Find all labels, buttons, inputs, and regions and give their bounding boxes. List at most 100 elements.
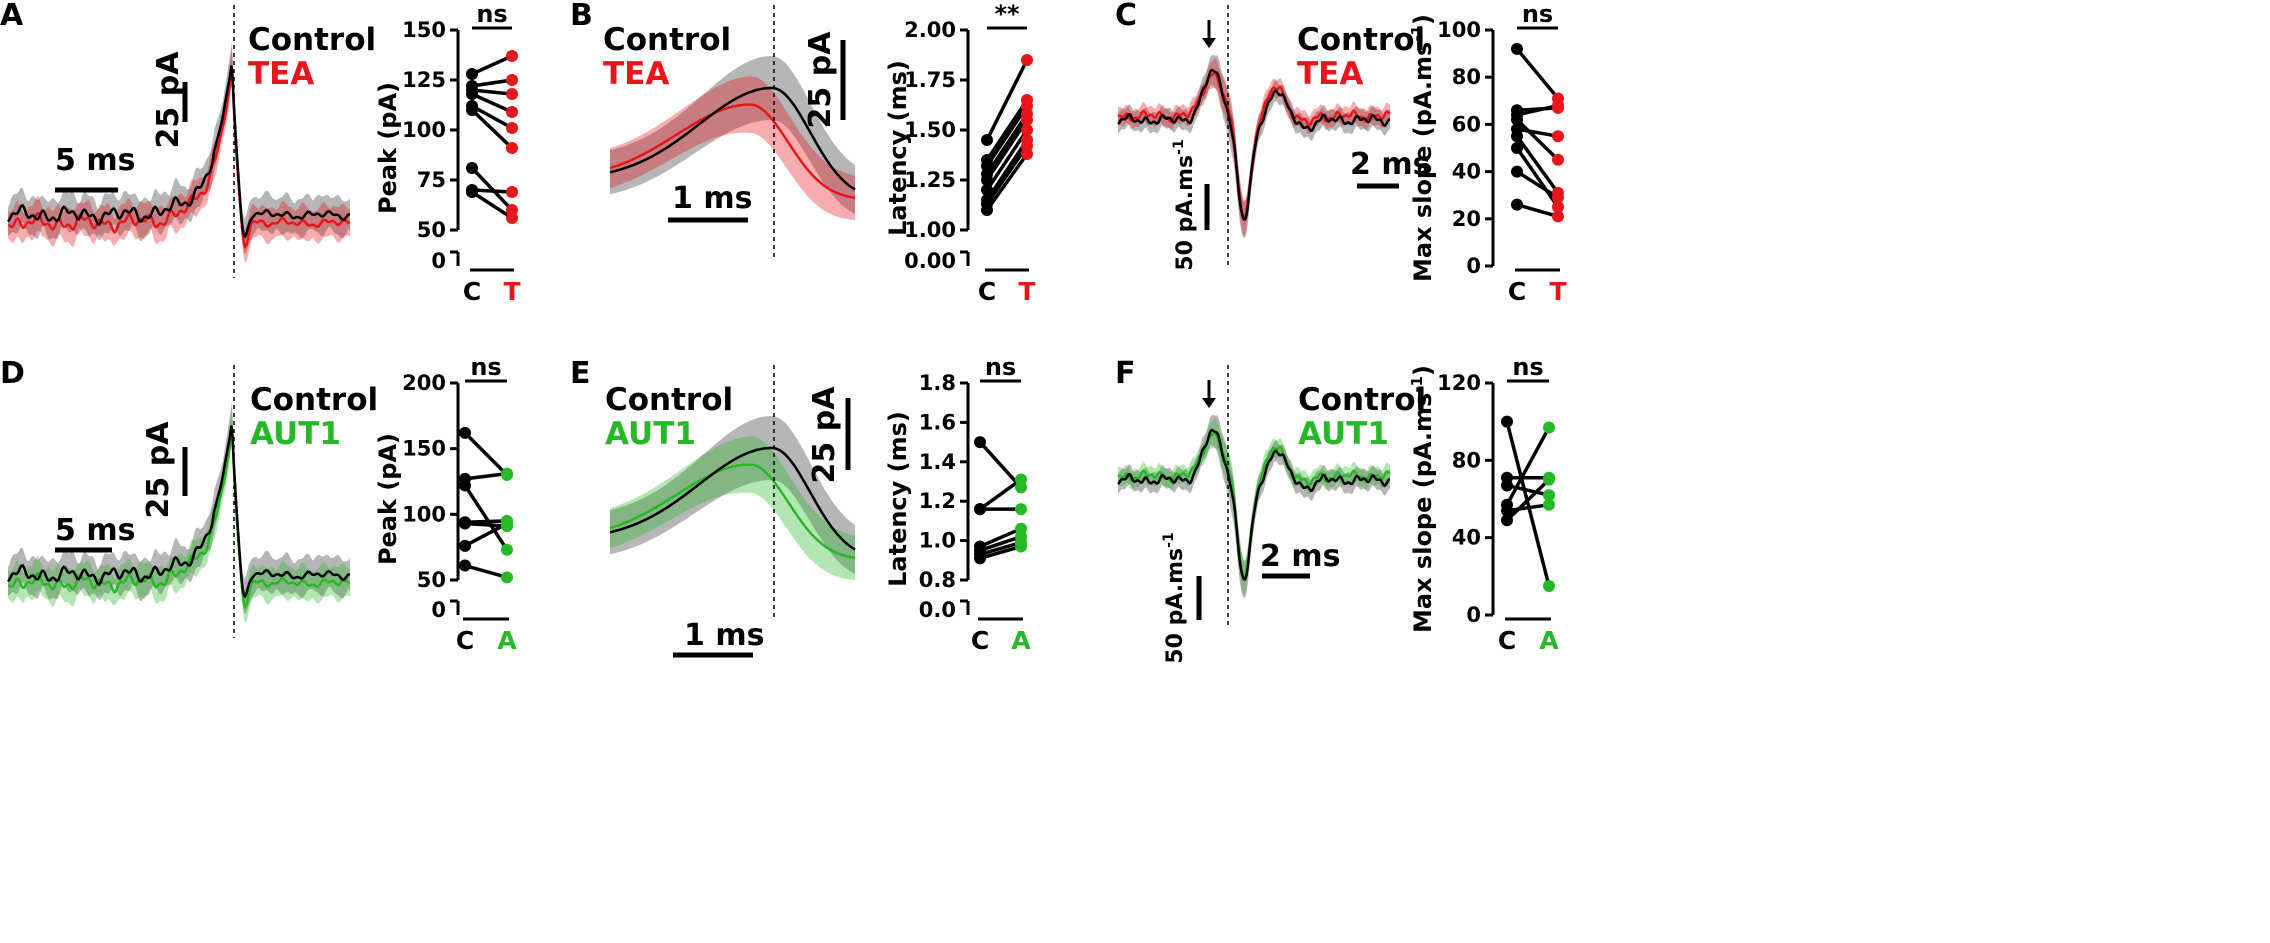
amp-scale-label: 25 pA (807, 386, 842, 484)
legend-control: Control (605, 382, 733, 418)
amp-scale-label: 25 pA (803, 31, 838, 129)
pair-connector-line (985, 99, 1029, 161)
pair-connector-line (470, 166, 514, 212)
y-tick-label: 1.0 (919, 529, 956, 553)
control-data-point (1501, 504, 1513, 517)
drug-data-point (1543, 473, 1555, 486)
y-tick-label: 150 (402, 18, 446, 42)
drug-data-point (506, 106, 518, 118)
pair-connector-line (985, 145, 1029, 205)
drug-sem-band (610, 76, 855, 220)
x-category-label: C (1498, 626, 1516, 655)
y-axis-label: Max slope (pA.ms-1) (1408, 365, 1437, 633)
time-scale-label: 5 ms (55, 143, 135, 178)
legend-drug: TEA (248, 56, 314, 92)
drug-data-point (1552, 99, 1564, 112)
pair-connector-line (1515, 47, 1560, 100)
y-tick-label: 60 (1452, 112, 1481, 136)
y-tick-label: 80 (1452, 448, 1481, 472)
x-category-label: T (1018, 277, 1035, 306)
panel-letter: C (1115, 0, 1137, 33)
control-data-point (1511, 198, 1523, 211)
significance-label: ns (985, 353, 1016, 381)
control-data-point (466, 88, 478, 100)
pair-connector-line (1505, 426, 1551, 506)
control-data-point (1501, 479, 1513, 492)
pair-connector-line (463, 431, 509, 477)
control-mean-trace (1117, 68, 1391, 221)
legend-control: Control (248, 22, 376, 58)
pair-connector-line (1506, 483, 1550, 497)
pair-connector-line (471, 88, 513, 96)
y-tick-label: 100 (402, 502, 446, 526)
control-mean-trace (7, 425, 351, 599)
control-data-point (981, 134, 993, 146)
control-data-point (466, 186, 478, 198)
x-category-label: C (456, 626, 474, 655)
drug-mean-trace (7, 427, 350, 609)
y-tick-label: 100 (1437, 18, 1481, 42)
y-axis-label: Max slope (pA.ms-1) (1408, 14, 1437, 282)
control-data-point (459, 539, 471, 552)
paired-plot-e: 0.8 1.0 1.2 1.4 1.6 1.8 0.0 Latency (ms) C Ans (884, 353, 1031, 655)
control-data-point (1511, 165, 1523, 178)
amp-scale-sup: -1 (1171, 139, 1187, 155)
drug-sem-band (8, 406, 350, 624)
paired-plot-d: 50 100 150 200 0 Peak (pA) C Ans (374, 353, 517, 655)
control-data-point (466, 104, 478, 116)
y-tick-label: 40 (1452, 526, 1481, 550)
drug-data-point (1015, 540, 1027, 553)
x-category-label: T (503, 277, 520, 306)
pair-connector-line (985, 152, 1029, 212)
y-tick-label: 0 (431, 249, 446, 273)
control-mean-trace (609, 86, 856, 191)
significance-label: ns (476, 0, 507, 28)
legend-control: Control (1298, 382, 1426, 418)
y-tick-label: 0 (1466, 254, 1481, 278)
drug-sem-band (610, 436, 855, 580)
pair-connector-line (1505, 421, 1551, 587)
legend-control: Control (603, 22, 731, 58)
legend-drug: TEA (1297, 56, 1363, 92)
y-tick-label: 80 (1452, 65, 1481, 89)
y-tick-label: 120 (1437, 371, 1481, 395)
x-category-label: A (497, 626, 517, 655)
drug-data-point (1021, 124, 1033, 136)
y-axis-label-close: ) (1409, 14, 1437, 25)
control-sem-band (610, 416, 855, 575)
drug-data-point (506, 142, 518, 154)
pair-connector-line (979, 535, 1022, 553)
control-sem-band (8, 402, 350, 614)
control-data-point (974, 503, 986, 516)
pair-connector-line (463, 484, 509, 551)
pair-connector-line (985, 119, 1029, 181)
drug-data-point (506, 88, 518, 100)
panel-letter: F (1115, 356, 1136, 391)
y-tick-label: 75 (417, 168, 446, 192)
pair-connector-line (471, 104, 513, 130)
pair-connector-line (978, 478, 1023, 511)
control-data-point (1511, 42, 1523, 55)
y-axis-label: Peak (pA) (374, 82, 402, 214)
pair-connector-line (985, 59, 1029, 141)
drug-data-point (1021, 54, 1033, 66)
drug-data-point (1543, 580, 1555, 592)
drug-data-point (1021, 148, 1033, 160)
amp-scale-label: 50 pA.ms-1 (1161, 532, 1188, 663)
drug-data-point (1021, 114, 1033, 126)
pair-connector-line (978, 440, 1023, 489)
drug-data-point (1552, 191, 1564, 204)
drug-data-point (1552, 153, 1564, 166)
pair-connector-line (985, 129, 1029, 191)
y-axis-label: Peak (pA) (374, 433, 402, 565)
y-axis-label-close: ) (1409, 365, 1437, 376)
x-category-label: A (1011, 626, 1031, 655)
y-axis-label: Latency (ms) (884, 60, 912, 236)
pair-connector-line (1505, 478, 1551, 522)
y-tick-label: 1.8 (919, 371, 956, 395)
y-tick-label: 1.4 (919, 450, 956, 474)
significance-label: ns (1522, 0, 1553, 28)
